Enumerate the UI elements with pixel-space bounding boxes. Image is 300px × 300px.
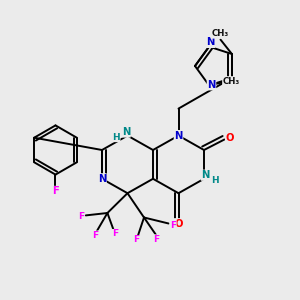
Text: H: H	[112, 133, 120, 142]
Text: N: N	[122, 127, 130, 137]
Text: O: O	[226, 133, 234, 143]
Text: N: N	[207, 80, 216, 90]
Text: F: F	[52, 186, 59, 197]
Text: H: H	[212, 176, 219, 185]
Text: F: F	[78, 212, 84, 221]
Text: N: N	[98, 174, 106, 184]
Text: N: N	[206, 38, 215, 47]
Text: N: N	[174, 130, 183, 141]
Text: F: F	[92, 231, 98, 240]
Text: O: O	[174, 219, 183, 229]
Text: F: F	[154, 235, 160, 244]
Text: N: N	[201, 170, 210, 180]
Text: CH₃: CH₃	[223, 77, 240, 86]
Text: F: F	[134, 236, 140, 244]
Text: CH₃: CH₃	[211, 29, 229, 38]
Text: F: F	[170, 220, 176, 230]
Text: F: F	[112, 230, 118, 238]
